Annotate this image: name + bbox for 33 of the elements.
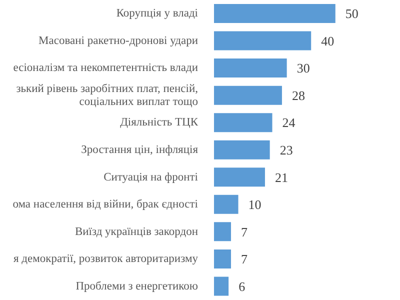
data-label: 6: [238, 278, 246, 294]
data-label: 30: [296, 60, 310, 76]
bar: [214, 113, 272, 132]
y-tick-label: Діяльність ТЦК: [120, 116, 198, 129]
data-label: 21: [274, 170, 288, 185]
data-label: 40: [321, 33, 334, 48]
y-tick-label: я демократії, розвиток авторитаризму: [13, 253, 198, 266]
bar: [214, 4, 336, 23]
data-label: 50: [345, 6, 358, 22]
y-tick-label: Корупція у владі: [116, 8, 198, 20]
bar: [214, 31, 312, 50]
bar: [214, 58, 287, 78]
y-tick-label: ома населення від війни, брак єдності: [12, 198, 198, 211]
y-tick-label: зький рівень заробітних плат, пенсій, соціальних виплат тощо: [16, 82, 198, 108]
data-label: 28: [292, 88, 305, 103]
data-label: 24: [282, 115, 296, 130]
data-label: 10: [248, 197, 262, 212]
bar: [214, 168, 265, 187]
y-tick-label: Масовані ракетно-дронові удари: [38, 34, 198, 47]
bar: [214, 249, 231, 268]
bar: [214, 222, 231, 242]
bar: [214, 86, 282, 105]
y-tick-label: Проблеми з енергетикою: [76, 280, 198, 292]
data-label: 23: [280, 142, 293, 158]
bar: [214, 194, 238, 214]
y-tick-label: Виїзд українців закордон: [74, 226, 198, 238]
data-label: 7: [240, 252, 248, 267]
bar: [214, 276, 229, 296]
y-tick-label: Зростання цін, інфляція: [81, 144, 199, 156]
data-label: 7: [240, 224, 248, 240]
y-tick-label: есіоналізм та некомпетентність влади: [13, 62, 198, 74]
y-tick-label: Ситуація на фронті: [104, 171, 198, 184]
bar: [214, 140, 270, 160]
